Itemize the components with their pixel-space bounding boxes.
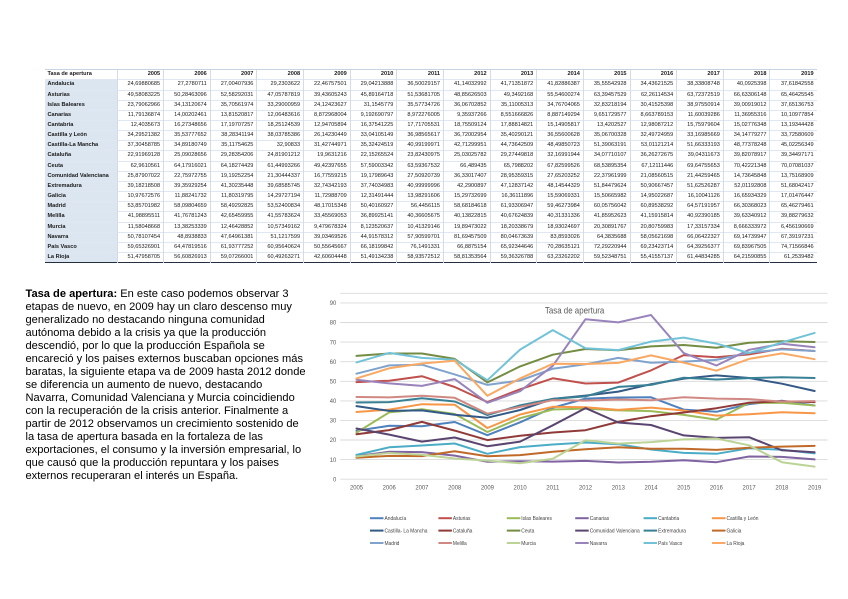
svg-text:Castilla- La Mancha: Castilla- La Mancha	[385, 529, 429, 535]
svg-text:Cataluña: Cataluña	[453, 529, 473, 535]
svg-text:La Rioja: La Rioja	[727, 541, 746, 547]
svg-text:2008: 2008	[448, 484, 462, 491]
svg-text:2016: 2016	[710, 484, 724, 491]
svg-text:Extremadura: Extremadura	[658, 529, 687, 535]
svg-text:Murcia: Murcia	[521, 541, 536, 547]
svg-text:2005: 2005	[350, 484, 364, 491]
svg-text:2007: 2007	[415, 484, 429, 491]
svg-text:Melilla: Melilla	[453, 541, 467, 547]
svg-text:30: 30	[330, 418, 337, 425]
svg-text:80: 80	[330, 320, 337, 327]
svg-text:Andalucía: Andalucía	[385, 516, 407, 522]
svg-text:2014: 2014	[644, 484, 658, 491]
svg-text:40: 40	[330, 398, 337, 405]
svg-text:2017: 2017	[743, 484, 757, 491]
svg-text:2013: 2013	[612, 484, 626, 491]
svg-text:Cantabria: Cantabria	[658, 516, 680, 522]
svg-text:Galicia: Galicia	[727, 529, 743, 535]
svg-text:Islas Baleares: Islas Baleares	[521, 516, 552, 522]
svg-text:Navarra: Navarra	[590, 541, 608, 547]
svg-text:70: 70	[330, 339, 337, 346]
svg-text:País Vasco: País Vasco	[658, 541, 682, 547]
svg-text:90: 90	[330, 300, 337, 307]
svg-text:Comunidad Valenciana: Comunidad Valenciana	[590, 529, 641, 535]
svg-text:Madrid: Madrid	[385, 541, 400, 547]
svg-text:10: 10	[330, 457, 337, 464]
svg-text:2012: 2012	[579, 484, 593, 491]
svg-text:2006: 2006	[383, 484, 397, 491]
svg-text:Castilla y León: Castilla y León	[727, 516, 759, 522]
svg-text:50: 50	[330, 379, 337, 386]
svg-text:60: 60	[330, 359, 337, 366]
svg-text:2011: 2011	[546, 484, 560, 491]
svg-text:Ceuta: Ceuta	[521, 529, 535, 535]
svg-text:Tasa de apertura: Tasa de apertura	[545, 306, 605, 316]
svg-text:2019: 2019	[808, 484, 822, 491]
svg-text:20: 20	[330, 437, 337, 444]
svg-text:Canarias: Canarias	[590, 516, 610, 522]
svg-text:2009: 2009	[481, 484, 495, 491]
svg-text:2018: 2018	[775, 484, 789, 491]
svg-text:0: 0	[333, 476, 337, 483]
svg-text:2010: 2010	[514, 484, 528, 491]
svg-text:Asturias: Asturias	[453, 516, 471, 522]
svg-text:2015: 2015	[677, 484, 691, 491]
